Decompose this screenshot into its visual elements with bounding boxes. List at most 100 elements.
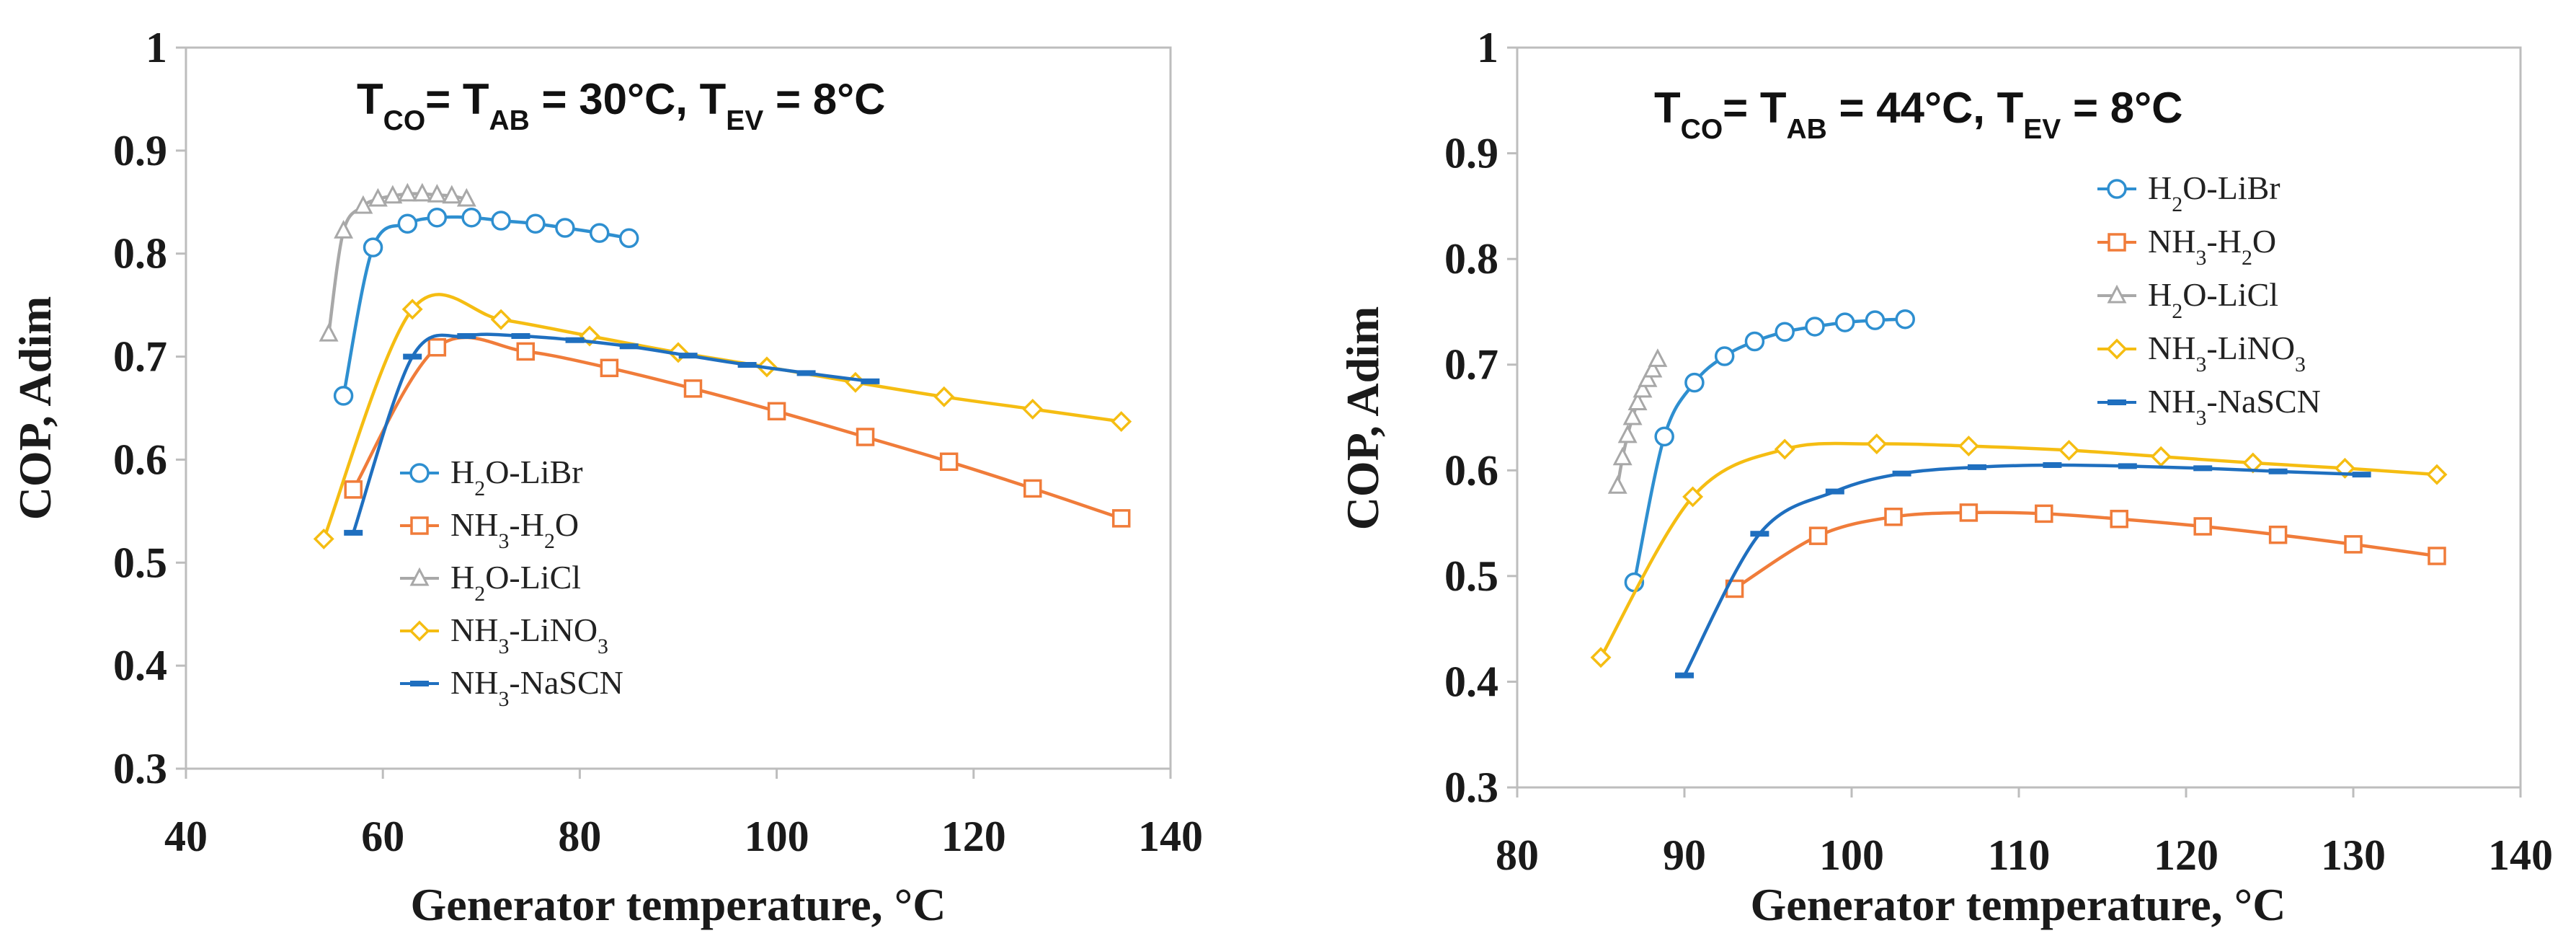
legend-label: NH3-LiNO3 — [450, 611, 608, 658]
y-tick-label: 1 — [146, 24, 167, 71]
series-line — [1682, 463, 2363, 677]
data-point — [939, 452, 959, 472]
y-tick-label: 0.9 — [1444, 130, 1498, 177]
data-point — [2110, 509, 2128, 529]
series-nh3-nascn — [344, 332, 880, 536]
data-point — [1682, 486, 1704, 508]
data-point — [1805, 317, 1825, 337]
legend-text: -NaSCN — [509, 664, 623, 701]
data-point — [1959, 503, 1978, 522]
legend-text: O-LiBr — [2182, 169, 2280, 206]
data-point — [457, 333, 476, 339]
data-point — [456, 187, 476, 207]
data-point — [1750, 531, 1769, 537]
data-point — [397, 213, 418, 234]
legend-marker — [410, 516, 429, 535]
data-point — [313, 528, 334, 549]
data-point — [383, 185, 403, 204]
chart-annotation-title: TCO= TAB = 44°C, TEV = 8°C — [1654, 84, 2182, 145]
x-tick-label: 130 — [2321, 831, 2386, 879]
data-point — [403, 353, 422, 360]
y-axis-label: COP, Adim — [9, 296, 61, 521]
legend-marker — [409, 567, 430, 586]
title-subscript: EV — [726, 105, 763, 136]
x-tick-label: 120 — [941, 813, 1006, 860]
x-tick-label: 80 — [558, 813, 601, 860]
y-tick-label: 1 — [1477, 24, 1498, 71]
title-part: = 8°C — [2061, 84, 2182, 132]
legend-label: H2O-LiCl — [450, 559, 581, 606]
series-line — [321, 293, 1123, 541]
data-point — [683, 379, 703, 398]
data-point — [2150, 446, 2172, 467]
data-point — [427, 207, 448, 228]
legend-text: -NaSCN — [2206, 383, 2320, 420]
legend-label: H2O-LiBr — [2148, 169, 2280, 216]
data-point — [737, 362, 757, 368]
data-point — [1022, 398, 1044, 420]
legend-item: NH3-NaSCN — [400, 664, 623, 711]
data-point — [353, 195, 373, 214]
y-tick-label: 0.4 — [113, 642, 167, 689]
legend-label: NH3-NaSCN — [450, 664, 623, 711]
data-point — [2268, 525, 2288, 544]
legend-text: NH — [2148, 383, 2195, 420]
legend-text: NH — [450, 611, 498, 648]
title-part: = T — [1723, 84, 1786, 132]
series-line — [351, 335, 1123, 521]
data-point — [1895, 309, 1915, 330]
data-point — [589, 223, 610, 243]
y-tick-label: 0.5 — [113, 539, 167, 586]
chart-annotation-title: TCO= TAB = 30°C, TEV = 8°C — [357, 75, 885, 136]
data-point — [412, 182, 432, 202]
y-tick-label: 0.6 — [1444, 446, 1498, 494]
legend-label: H2O-LiCl — [2148, 276, 2278, 323]
legend-subscript: 3 — [498, 687, 509, 711]
title-part: = 30°C, T — [530, 75, 726, 123]
series-h2o-libr — [333, 207, 639, 406]
legend-subscript: 3 — [2195, 353, 2206, 376]
legend-text: H — [450, 559, 474, 596]
x-tick-label: 90 — [1663, 831, 1706, 879]
data-point — [491, 211, 511, 231]
data-point — [2118, 463, 2137, 469]
legend-label: NH3-H2O — [450, 506, 579, 553]
title-part: = T — [425, 75, 489, 123]
data-point — [1825, 488, 1844, 495]
legend-marker — [2106, 338, 2128, 360]
legend-item: H2O-LiBr — [2097, 169, 2280, 216]
data-point — [1744, 331, 1765, 352]
data-point — [2426, 464, 2448, 485]
y-tick-label: 0.7 — [113, 333, 167, 381]
title-subscript: EV — [2023, 114, 2061, 145]
legend-text: O-LiCl — [2182, 276, 2278, 313]
data-point — [401, 299, 423, 320]
data-point — [1865, 310, 1886, 330]
y-tick-label: 0.3 — [1444, 764, 1498, 811]
legend-subscript: 2 — [2172, 299, 2182, 323]
data-point — [619, 343, 639, 350]
data-point — [1892, 470, 1911, 477]
data-point — [2268, 468, 2288, 474]
series-h2o-licl — [1607, 348, 1668, 494]
legend-text: NH — [450, 506, 498, 543]
legend-item: NH3-NaSCN — [2097, 383, 2321, 430]
legend-item: H2O-LiCl — [400, 559, 581, 606]
data-point — [1590, 647, 1612, 668]
data-point — [1775, 322, 1795, 343]
data-point — [461, 207, 481, 228]
data-point — [2035, 504, 2053, 523]
legend-item: NH3-H2O — [400, 506, 579, 553]
data-point — [2344, 535, 2363, 554]
legend-text: NH — [450, 664, 498, 701]
data-point — [397, 182, 417, 202]
legend-text: O — [555, 506, 579, 543]
y-tick-label: 0.6 — [113, 436, 167, 483]
series-nh3-lino3 — [1590, 433, 2448, 668]
title-part: T — [357, 75, 383, 123]
data-point — [525, 213, 546, 234]
x-tick-label: 80 — [1496, 831, 1539, 879]
legend-marker — [2107, 284, 2127, 304]
legend-text: H — [2148, 276, 2172, 313]
